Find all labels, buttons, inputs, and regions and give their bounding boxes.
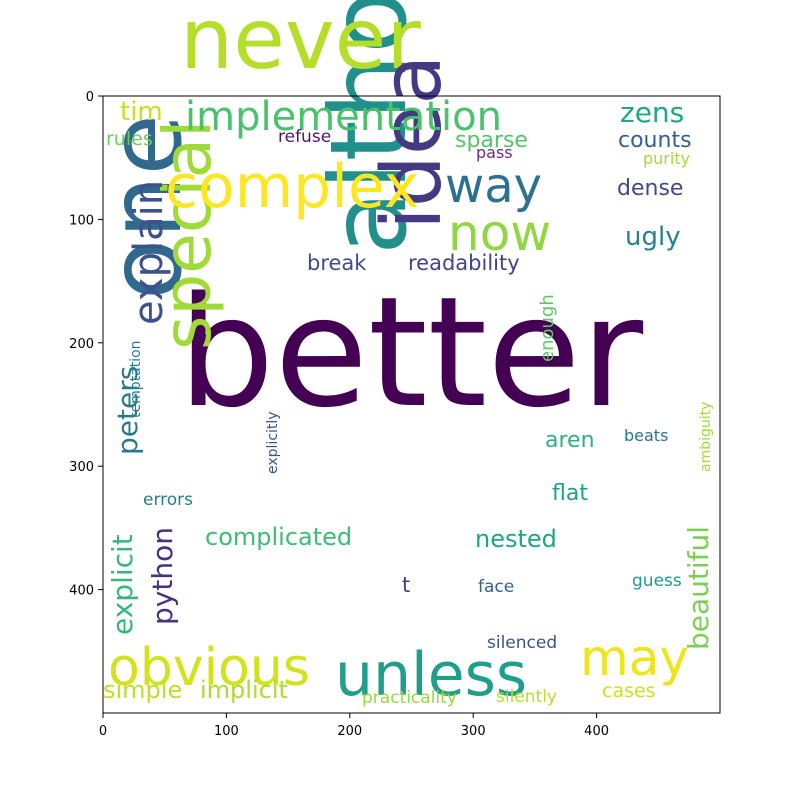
word-dense: dense (617, 176, 683, 201)
word-counts: counts (618, 128, 692, 153)
word-complex: complex (165, 152, 419, 222)
word-beautiful: beautiful (682, 526, 715, 650)
y-tick-label: 0 (86, 90, 94, 105)
word-errors: errors (143, 490, 193, 510)
word-simple: simple (103, 676, 182, 704)
plot-area (103, 96, 720, 713)
word-explicitly: explicitly (265, 411, 281, 474)
word-purity: purity (643, 149, 690, 168)
word-never: never (180, 0, 421, 88)
y-tick-label: 200 (69, 337, 94, 352)
x-tick-label: 100 (214, 724, 239, 739)
word-enough: enough (537, 294, 558, 362)
word-guess: guess (632, 571, 682, 591)
word-implicit: implicit (200, 676, 288, 704)
y-tick-label: 400 (69, 584, 94, 599)
word-cases: cases (602, 680, 656, 702)
word-refuse: refuse (278, 127, 331, 147)
word-explicit: explicit (106, 534, 139, 635)
word-special: special (149, 120, 226, 350)
word-readability: readability (408, 251, 520, 275)
plot-frame (102, 95, 721, 714)
word-way: way (445, 158, 542, 214)
word-sparse: sparse (455, 128, 528, 153)
word-peters: peters (111, 366, 144, 455)
word-face: face (478, 577, 514, 597)
word-t: t (402, 573, 410, 597)
word-tim: tim (120, 97, 163, 127)
word-may: may (580, 629, 689, 687)
x-tick-label: 0 (99, 724, 107, 739)
word-one: one (87, 114, 204, 300)
word-rules: rules (106, 128, 153, 150)
x-tick-label: 200 (337, 724, 362, 739)
word-implementation: implementation (185, 94, 502, 140)
y-tick-label: 300 (69, 460, 94, 475)
word-complicated: complicated (205, 523, 352, 551)
x-tick-label: 400 (584, 724, 609, 739)
word-better: better (178, 264, 644, 441)
word-temptation: temptation (128, 340, 144, 418)
word-aren: aren (545, 428, 595, 453)
word-explain: explain (126, 180, 172, 325)
word-beats: beats (624, 426, 668, 445)
word-ambiguity: ambiguity (698, 402, 714, 472)
word-although: although (308, 0, 430, 255)
y-axis: 0 100 200 300 400 (69, 90, 103, 599)
word-ugly: ugly (625, 222, 681, 252)
word-zens: zens (620, 96, 684, 129)
word-flat: flat (552, 481, 588, 506)
y-tick-label: 100 (69, 213, 94, 228)
word-pass: pass (476, 143, 513, 162)
word-python: python (146, 527, 179, 625)
word-unless: unless (335, 640, 527, 710)
word-idea: idea (365, 54, 460, 230)
word-now: now (448, 204, 551, 262)
x-axis: 0 100 200 300 400 (99, 713, 609, 739)
word-obvious: obvious (108, 638, 310, 698)
word-nested: nested (475, 525, 557, 553)
word-silenced: silenced (487, 633, 557, 653)
word-practicality: practicality (362, 688, 457, 708)
x-tick-label: 300 (461, 724, 486, 739)
word-break: break (307, 251, 367, 275)
word-silently: silently (496, 687, 557, 707)
